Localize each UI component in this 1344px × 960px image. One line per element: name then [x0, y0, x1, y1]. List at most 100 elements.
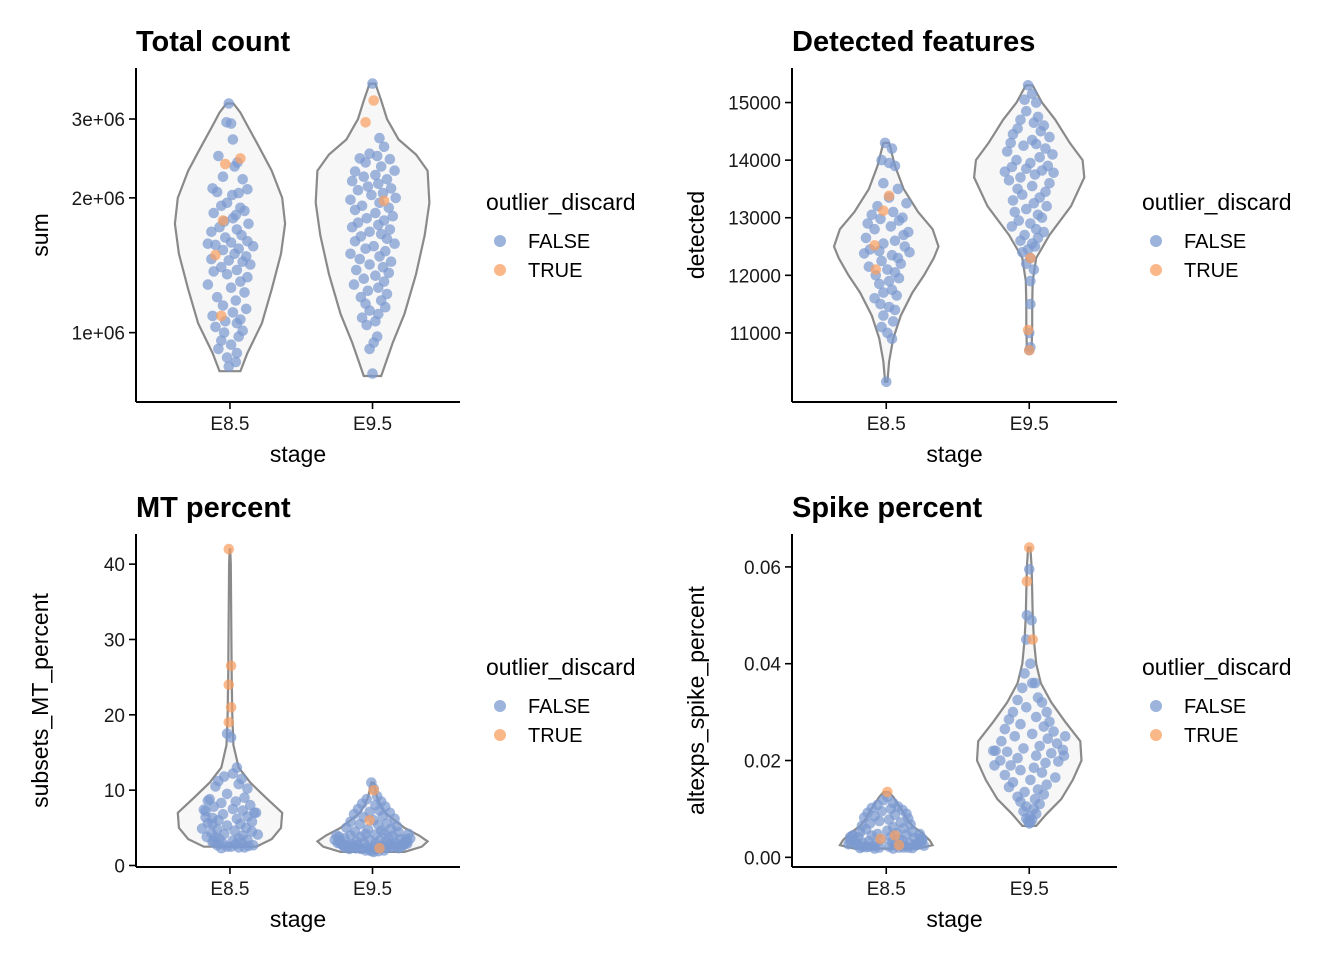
point-outlier-true: [882, 786, 893, 798]
point-outlier-false: [351, 842, 362, 854]
point-outlier-false: [889, 235, 901, 247]
point-outlier-false: [373, 219, 384, 231]
point-outlier-false: [1022, 80, 1034, 91]
point-outlier-false: [368, 240, 380, 252]
panel-3: Spike percent 0.00 0.02 0.04 0.06 E8.5 E9.5 sta…: [683, 492, 1292, 932]
point-outlier-false: [1012, 752, 1023, 764]
legend: outlier_discard FALSE TRUE: [1142, 189, 1292, 282]
point-outlier-false: [1015, 764, 1026, 776]
point-outlier-false: [1036, 767, 1048, 778]
point-outlier-true: [368, 784, 380, 796]
point-outlier-false: [1012, 694, 1023, 706]
point-outlier-true: [1027, 634, 1038, 645]
point-outlier-false: [227, 134, 239, 145]
y-tick-label: 0.04: [744, 655, 781, 676]
legend-label-false: FALSE: [1184, 696, 1246, 718]
point-outlier-false: [1026, 88, 1038, 100]
point-outlier-false: [225, 118, 237, 129]
point-outlier-false: [354, 253, 366, 265]
point-outlier-false: [1029, 169, 1041, 180]
legend-label-true: TRUE: [528, 725, 582, 747]
x-axis-title: stage: [270, 441, 326, 467]
point-outlier-false: [384, 224, 396, 235]
point-outlier-false: [1021, 163, 1032, 175]
point-outlier-true: [216, 310, 227, 322]
point-outlier-false: [892, 183, 904, 195]
legend-swatch-false: [494, 700, 506, 712]
point-outlier-false: [1021, 203, 1032, 215]
point-outlier-false: [230, 295, 242, 306]
point-outlier-false: [217, 171, 229, 182]
y-tick-label: 30: [104, 630, 125, 651]
point-outlier-false: [1040, 143, 1051, 154]
y-tick-label: 0: [114, 856, 125, 877]
point-outlier-false: [885, 221, 897, 232]
point-outlier-true: [1024, 344, 1035, 356]
point-outlier-false: [216, 842, 227, 854]
point-outlier-false: [1017, 682, 1028, 694]
point-outlier-false: [904, 247, 915, 258]
y-tick-label: 15000: [728, 94, 781, 115]
point-outlier-true: [893, 839, 905, 851]
legend-swatch-false: [494, 235, 506, 247]
point-outlier-false: [869, 223, 880, 235]
point-outlier-false: [999, 723, 1011, 735]
point-outlier-true: [235, 153, 246, 164]
point-outlier-false: [1042, 733, 1054, 744]
point-outlier-false: [221, 788, 233, 800]
point-outlier-false: [221, 269, 233, 280]
point-outlier-false: [239, 792, 250, 803]
legend-swatch-false: [1150, 235, 1162, 247]
point-outlier-false: [1041, 706, 1052, 718]
point-outlier-false: [361, 213, 373, 224]
point-outlier-false: [364, 305, 375, 316]
point-outlier-true: [220, 158, 231, 170]
point-outlier-true: [225, 702, 237, 713]
point-outlier-false: [216, 335, 227, 346]
point-outlier-false: [385, 183, 397, 194]
point-outlier-false: [218, 327, 230, 338]
point-outlier-false: [863, 841, 875, 852]
point-outlier-true: [878, 205, 889, 217]
point-outlier-false: [845, 836, 856, 848]
point-outlier-false: [887, 316, 899, 327]
point-outlier-false: [875, 298, 886, 310]
point-outlier-false: [239, 287, 250, 298]
point-outlier-false: [1009, 731, 1021, 742]
point-outlier-false: [210, 239, 221, 251]
point-outlier-false: [996, 735, 1007, 747]
y-tick-label: 2e+06: [72, 189, 125, 210]
point-outlier-false: [227, 189, 238, 201]
point-outlier-false: [1058, 750, 1070, 761]
point-outlier-false: [367, 368, 378, 379]
point-outlier-false: [207, 310, 218, 322]
point-outlier-false: [207, 818, 218, 830]
point-outlier-false: [1041, 779, 1052, 790]
point-outlier-false: [358, 171, 370, 182]
y-tick-label: 13000: [728, 209, 781, 230]
point-outlier-false: [225, 339, 237, 351]
legend-label-false: FALSE: [1184, 231, 1246, 253]
point-outlier-false: [1050, 772, 1061, 783]
point-outlier-false: [387, 210, 399, 222]
point-outlier-false: [227, 803, 239, 815]
point-outlier-false: [242, 184, 253, 195]
point-outlier-false: [385, 256, 397, 268]
y-tick-label: 10: [104, 781, 125, 802]
point-outlier-false: [370, 316, 381, 327]
point-outlier-false: [348, 279, 360, 290]
point-outlier-false: [217, 244, 229, 256]
point-outlier-false: [1030, 750, 1042, 761]
point-outlier-false: [352, 184, 364, 196]
legend-swatch-false: [1150, 700, 1162, 712]
panel-1: Detected features 11000 12000 13000 14000 150…: [683, 26, 1292, 467]
point-outlier-true: [1021, 576, 1033, 587]
point-outlier-false: [362, 285, 374, 297]
point-outlier-false: [239, 842, 250, 853]
point-outlier-true: [889, 830, 901, 841]
x-tick-label: E8.5: [210, 414, 249, 435]
violin-E8.5: [176, 548, 284, 848]
point-outlier-false: [1048, 726, 1059, 737]
point-outlier-false: [227, 768, 239, 779]
point-outlier-true: [374, 842, 385, 854]
